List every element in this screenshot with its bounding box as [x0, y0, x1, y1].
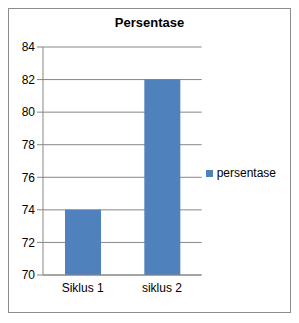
html-text:persentase: persentase	[216, 166, 276, 180]
svg-text:80: 80	[22, 105, 36, 119]
svg-text:Siklus 1: Siklus 1	[62, 281, 104, 295]
html-text:Persentase: Persentase	[114, 15, 185, 30]
svg-text:72: 72	[22, 236, 36, 250]
svg-text:78: 78	[22, 138, 36, 152]
svg-text:74: 74	[22, 203, 36, 217]
svg-text:siklus 2: siklus 2	[142, 281, 182, 295]
svg-text:76: 76	[22, 171, 36, 185]
svg-text:82: 82	[22, 73, 36, 87]
svg-text:84: 84	[22, 40, 36, 54]
svg-text:70: 70	[22, 268, 36, 282]
